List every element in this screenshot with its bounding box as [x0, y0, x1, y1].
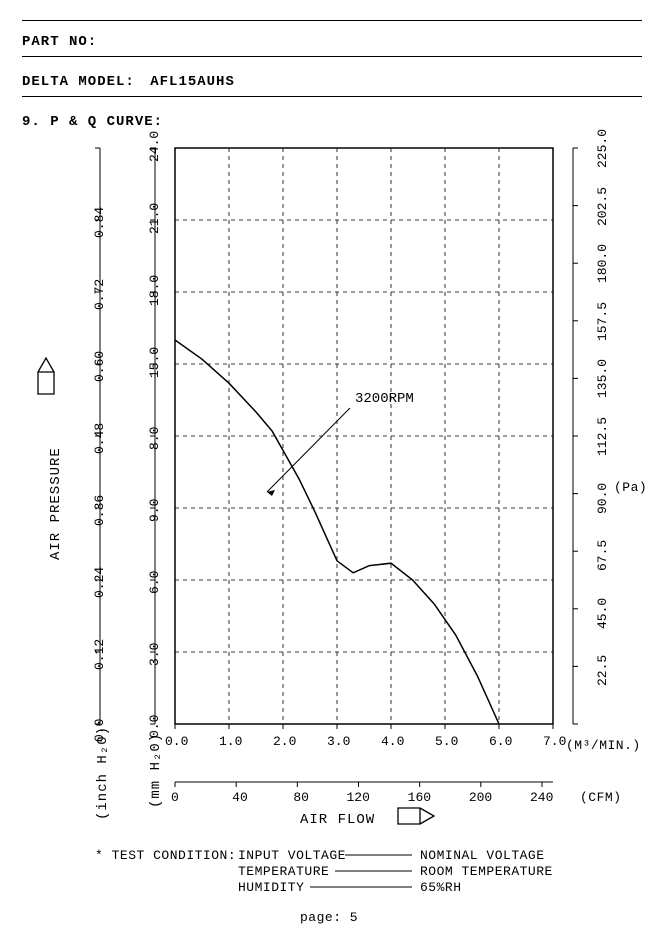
xtick-cfm-1: 40	[232, 790, 248, 805]
y-unit-inch: (inch H₂0)	[95, 726, 111, 820]
ytick-mm-3: 9.0	[147, 499, 162, 522]
xtick-m3-3: 3.0	[327, 734, 350, 749]
test-cond3-r: 65%RH	[420, 880, 462, 895]
x-unit-m3min: (M³/MIN.)	[566, 738, 641, 753]
ytick-mm-6: 18.0	[147, 275, 162, 306]
x-unit-cfm: (CFM)	[580, 790, 622, 805]
ytick-mm-4: 8.0	[147, 427, 162, 450]
ytick-pa-7: 157.5	[595, 302, 610, 341]
ytick-pa-10: 225.0	[595, 129, 610, 168]
ytick-mm-8: 24.0	[147, 131, 162, 162]
test-cond2-r: ROOM TEMPERATURE	[420, 864, 553, 879]
test-cond1-r: NOMINAL VOLTAGE	[420, 848, 545, 863]
xtick-m3-7: 7.0	[543, 734, 566, 749]
y-unit-mm: (mm H₂0)	[148, 733, 164, 808]
ytick-pa-4: 90.0	[595, 482, 610, 513]
ytick-pa-3: 67.5	[595, 540, 610, 571]
test-cond1-l: INPUT VOLTAGE	[238, 848, 346, 863]
ytick-mm-1: 3.0	[147, 643, 162, 666]
ytick-mm-2: 6.0	[147, 571, 162, 594]
xtick-cfm-0: 0	[171, 790, 179, 805]
test-cond-prefix: * TEST CONDITION:	[95, 848, 236, 863]
ytick-mm-5: 15.0	[147, 347, 162, 378]
xtick-cfm-2: 80	[293, 790, 309, 805]
ytick-mm-7: 21.0	[147, 203, 162, 234]
test-cond2-l: TEMPERATURE	[238, 864, 329, 879]
xtick-m3-1: 1.0	[219, 734, 242, 749]
ytick-inch-2: 0.24	[92, 567, 107, 598]
xtick-m3-6: 6.0	[489, 734, 512, 749]
y-axis-title: AIR PRESSURE	[48, 447, 64, 560]
ytick-inch-5: 0.60	[92, 351, 107, 382]
xtick-cfm-6: 240	[530, 790, 553, 805]
ytick-inch-1: 0.12	[92, 639, 107, 670]
xtick-m3-2: 2.0	[273, 734, 296, 749]
ytick-pa-9: 202.5	[595, 187, 610, 226]
ytick-inch-4: 0.48	[92, 423, 107, 454]
ytick-inch-7: 0.84	[92, 207, 107, 238]
ytick-pa-5: 112.5	[595, 417, 610, 456]
ytick-inch-6: 0.72	[92, 279, 107, 310]
xtick-m3-0: 0.0	[165, 734, 188, 749]
xtick-cfm-4: 160	[408, 790, 431, 805]
xtick-cfm-3: 120	[346, 790, 369, 805]
xtick-cfm-5: 200	[469, 790, 492, 805]
ytick-pa-8: 180.0	[595, 244, 610, 283]
ytick-pa-6: 135.0	[595, 359, 610, 398]
test-cond3-l: HUMIDITY	[238, 880, 304, 895]
y-unit-pa: (Pa)	[614, 480, 647, 495]
ytick-pa-1: 22.5	[595, 655, 610, 686]
xtick-m3-5: 5.0	[435, 734, 458, 749]
xtick-m3-4: 4.0	[381, 734, 404, 749]
ytick-inch-3: 0.36	[92, 495, 107, 526]
x-axis-title: AIR FLOW	[300, 812, 375, 828]
ytick-pa-2: 45.0	[595, 598, 610, 629]
rpm-annotation: 3200RPM	[355, 391, 414, 407]
page-number: page: 5	[300, 910, 358, 925]
